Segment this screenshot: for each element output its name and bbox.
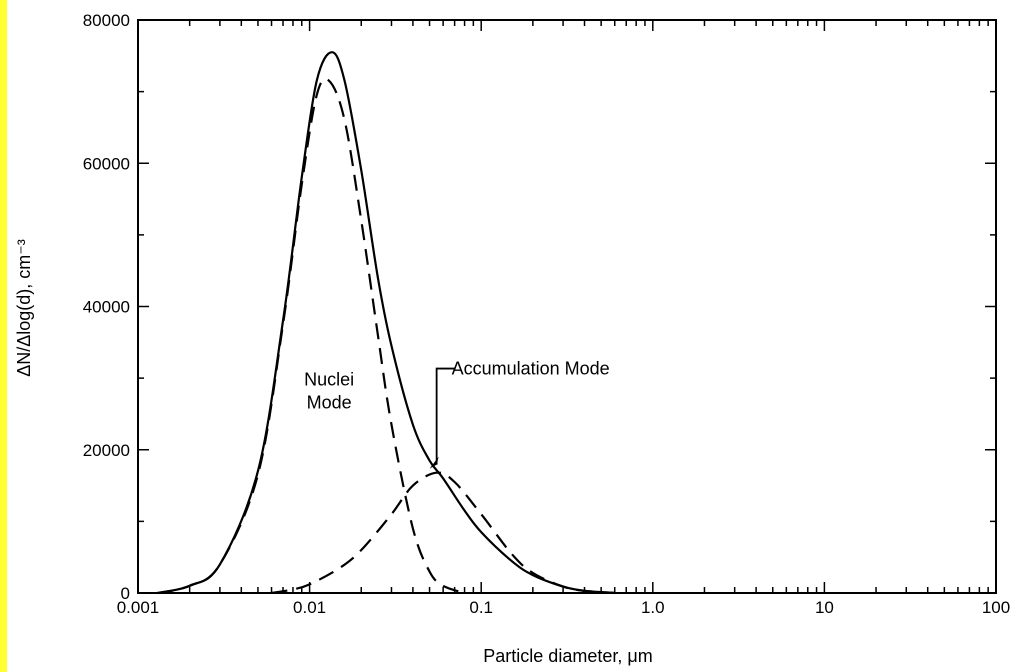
annotations-layer: Nuclei Mode Accumulation Mode bbox=[304, 359, 610, 469]
y-tick-label: 80000 bbox=[83, 11, 130, 30]
x-axis-title: Particle diameter, μm bbox=[483, 646, 652, 666]
plot-frame bbox=[137, 19, 997, 594]
x-tick-label: 0.1 bbox=[469, 598, 493, 617]
y-tick-label: 20000 bbox=[83, 441, 130, 460]
x-tick-label: 0.01 bbox=[293, 598, 326, 617]
labels-layer: 0.001 0.01 0.1 1.0 10 100 0 20000 40000 60000 8000… bbox=[83, 11, 1010, 617]
y-axis-title: ΔN/Δlog(d), cm⁻³ bbox=[14, 239, 34, 377]
ticks-layer bbox=[137, 19, 997, 594]
y-tick-label: 0 bbox=[121, 584, 130, 603]
x-tick-label: 100 bbox=[982, 598, 1010, 617]
curves-layer bbox=[157, 51, 615, 595]
x-tick-label: 10 bbox=[815, 598, 834, 617]
annotation-label: Mode bbox=[307, 392, 352, 412]
left-edge-strip bbox=[0, 0, 7, 672]
annotation-label: Nuclei bbox=[304, 369, 354, 389]
series-line-nuclei bbox=[157, 77, 465, 595]
x-tick-label: 1.0 bbox=[641, 598, 665, 617]
y-tick-label: 40000 bbox=[83, 298, 130, 317]
x-tick-label: 0.001 bbox=[117, 598, 160, 617]
series-line-accumulation bbox=[271, 471, 615, 595]
annotation-leader-line bbox=[435, 367, 455, 465]
annotation-label: Accumulation Mode bbox=[452, 359, 610, 379]
series-line-total bbox=[157, 51, 615, 595]
y-tick-label: 60000 bbox=[83, 154, 130, 173]
annotation-arrowhead bbox=[429, 456, 439, 469]
